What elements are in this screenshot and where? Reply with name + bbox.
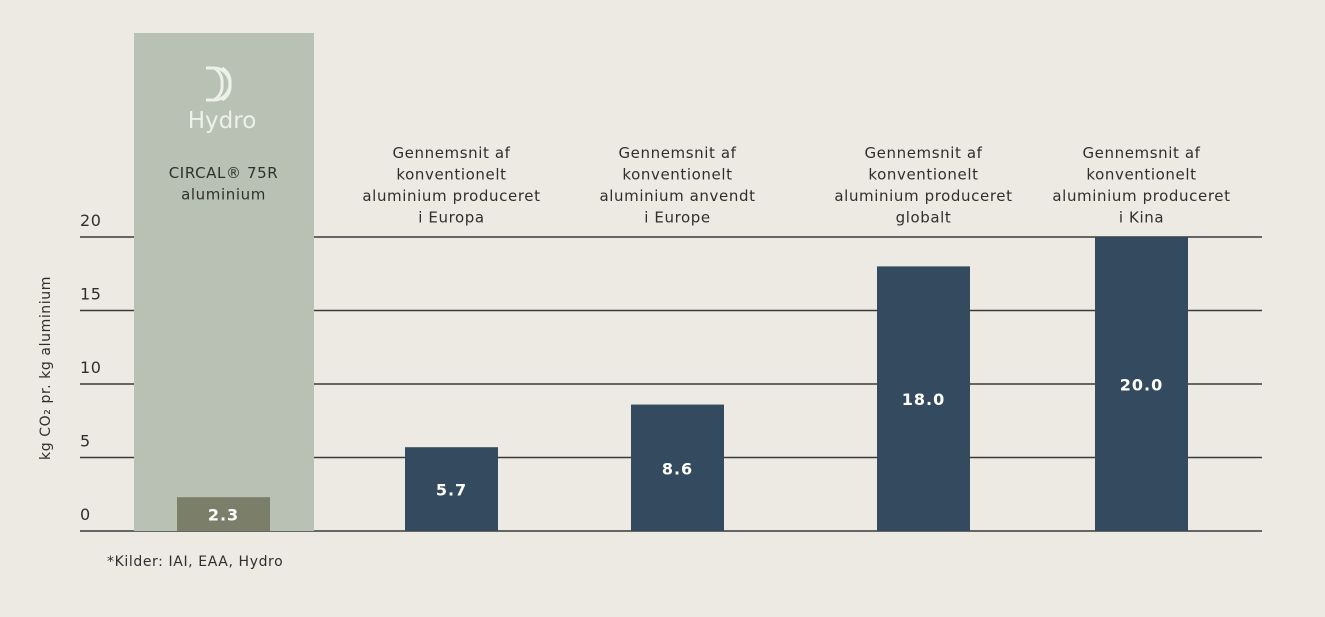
bar <box>631 404 724 531</box>
x-tick-label: aluminium produceret <box>834 187 1012 205</box>
bar <box>177 497 270 531</box>
x-tick-label: aluminium <box>181 186 266 204</box>
footnote: *Kilder: IAI, EAA, Hydro <box>107 554 283 570</box>
x-tick-label: globalt <box>896 209 952 227</box>
value-label: 20.0 <box>1120 376 1163 395</box>
bar <box>877 266 970 531</box>
y-axis-label: kg CO₂ pr. kg aluminium <box>38 276 54 460</box>
value-label: 5.7 <box>436 481 467 500</box>
y-tick-label: 20 <box>80 211 102 230</box>
logo-arc <box>221 66 232 102</box>
y-tick-label: 0 <box>80 505 91 524</box>
highlight-band <box>134 33 314 531</box>
x-tick-label: CIRCAL® 75R <box>169 164 279 182</box>
x-tick-label: Gennemsnit af <box>618 144 736 162</box>
value-label: 2.3 <box>208 506 239 525</box>
x-tick-label: i Europa <box>418 209 484 227</box>
x-tick-label: konventionelt <box>868 166 978 184</box>
logo-arc <box>213 66 224 102</box>
x-tick-label: Gennemsnit af <box>864 144 982 162</box>
logo-text: Hydro <box>188 108 257 134</box>
value-label: 18.0 <box>902 390 945 409</box>
y-tick-label: 10 <box>80 358 102 377</box>
bar <box>405 447 498 531</box>
x-tick-label: aluminium produceret <box>1052 187 1230 205</box>
x-tick-label: i Europe <box>644 209 711 227</box>
x-tick-label: aluminium produceret <box>362 187 540 205</box>
value-label: 8.6 <box>662 459 693 478</box>
x-tick-label: i Kina <box>1119 209 1164 227</box>
x-tick-label: Gennemsnit af <box>1082 144 1200 162</box>
x-tick-label: konventionelt <box>1086 166 1196 184</box>
x-tick-label: Gennemsnit af <box>392 144 510 162</box>
x-tick-label: konventionelt <box>622 166 732 184</box>
y-tick-label: 5 <box>80 432 91 451</box>
y-tick-label: 15 <box>80 285 102 304</box>
x-tick-label: konventionelt <box>396 166 506 184</box>
bar <box>1095 237 1188 531</box>
x-tick-label: aluminium anvendt <box>599 187 755 205</box>
logo <box>206 66 232 102</box>
